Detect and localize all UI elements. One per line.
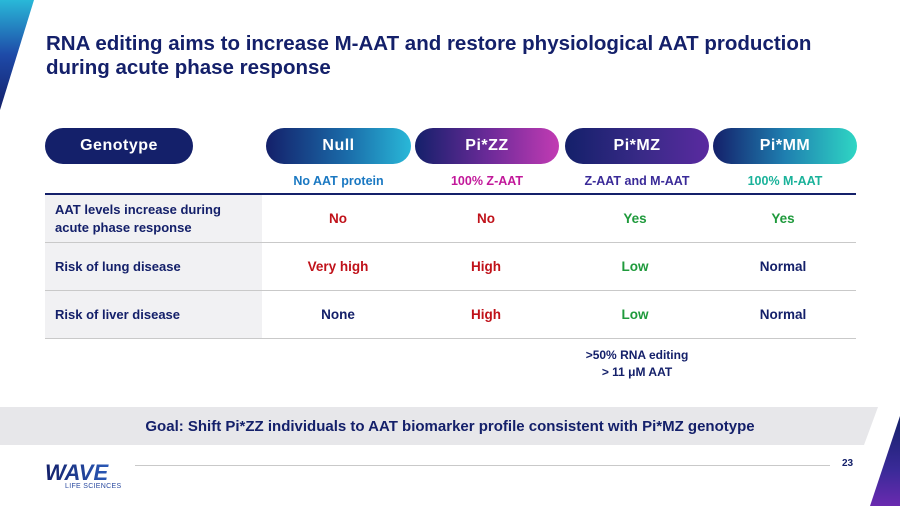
table-cell: High (471, 259, 501, 274)
goal-text: Goal: Shift Pi*ZZ individuals to AAT bio… (145, 417, 755, 435)
row-label-liver-disease: Risk of liver disease (55, 306, 181, 322)
table-cell: High (471, 307, 501, 322)
row-label-acute-phase: AAT levels increase during acute phase r… (55, 202, 221, 235)
table-top-rule (45, 193, 856, 195)
pimz-note: >50% RNA editing > 11 μM AAT (562, 347, 712, 381)
column-header-pimm: Pi*MM (713, 128, 857, 164)
table-cell: Low (621, 307, 649, 322)
column-header-pimz: Pi*MZ (565, 128, 709, 164)
table-cell: None (321, 307, 355, 322)
corner-accent-bottom-right (870, 416, 900, 506)
row-label-lung-disease: Risk of lung disease (55, 258, 181, 274)
table-divider (45, 338, 856, 339)
table-cell: No (477, 211, 495, 226)
table-cell: Very high (307, 259, 369, 274)
footer-rule (135, 465, 830, 466)
column-subtitle-pimm: 100% M-AAT (747, 174, 823, 188)
note-line: >50% RNA editing (585, 348, 689, 362)
table-divider (45, 290, 856, 291)
page-number: 23 (842, 458, 854, 469)
table-cell: Normal (759, 259, 807, 274)
column-subtitle-pimz: Z-AAT and M-AAT (584, 174, 690, 188)
column-header-pizz: Pi*ZZ (415, 128, 559, 164)
table-divider (45, 242, 856, 243)
column-header-null: Null (266, 128, 411, 164)
table-cell: Low (621, 259, 649, 274)
table-cell: Yes (771, 211, 795, 226)
goal-banner (0, 407, 878, 445)
wave-logo-mark: WAVE (45, 461, 109, 483)
row-label-background (45, 195, 262, 338)
corner-accent-top-left (0, 0, 34, 110)
slide-title: RNA editing aims to increase M-AAT and r… (46, 32, 812, 79)
table-cell: Yes (623, 211, 647, 226)
svg-text:WAVE: WAVE (45, 461, 109, 483)
table-cell: No (329, 211, 347, 226)
column-subtitle-pizz: 100% Z-AAT (450, 174, 523, 188)
wave-logo: WAVE LIFE SCIENCES (45, 461, 125, 493)
note-line: > 11 μM AAT (601, 365, 673, 379)
table-cell: Normal (759, 307, 807, 322)
genotype-header: Genotype (45, 128, 193, 164)
logo-subtitle: LIFE SCIENCES (65, 483, 122, 490)
column-subtitle-null: No AAT protein (293, 174, 384, 188)
